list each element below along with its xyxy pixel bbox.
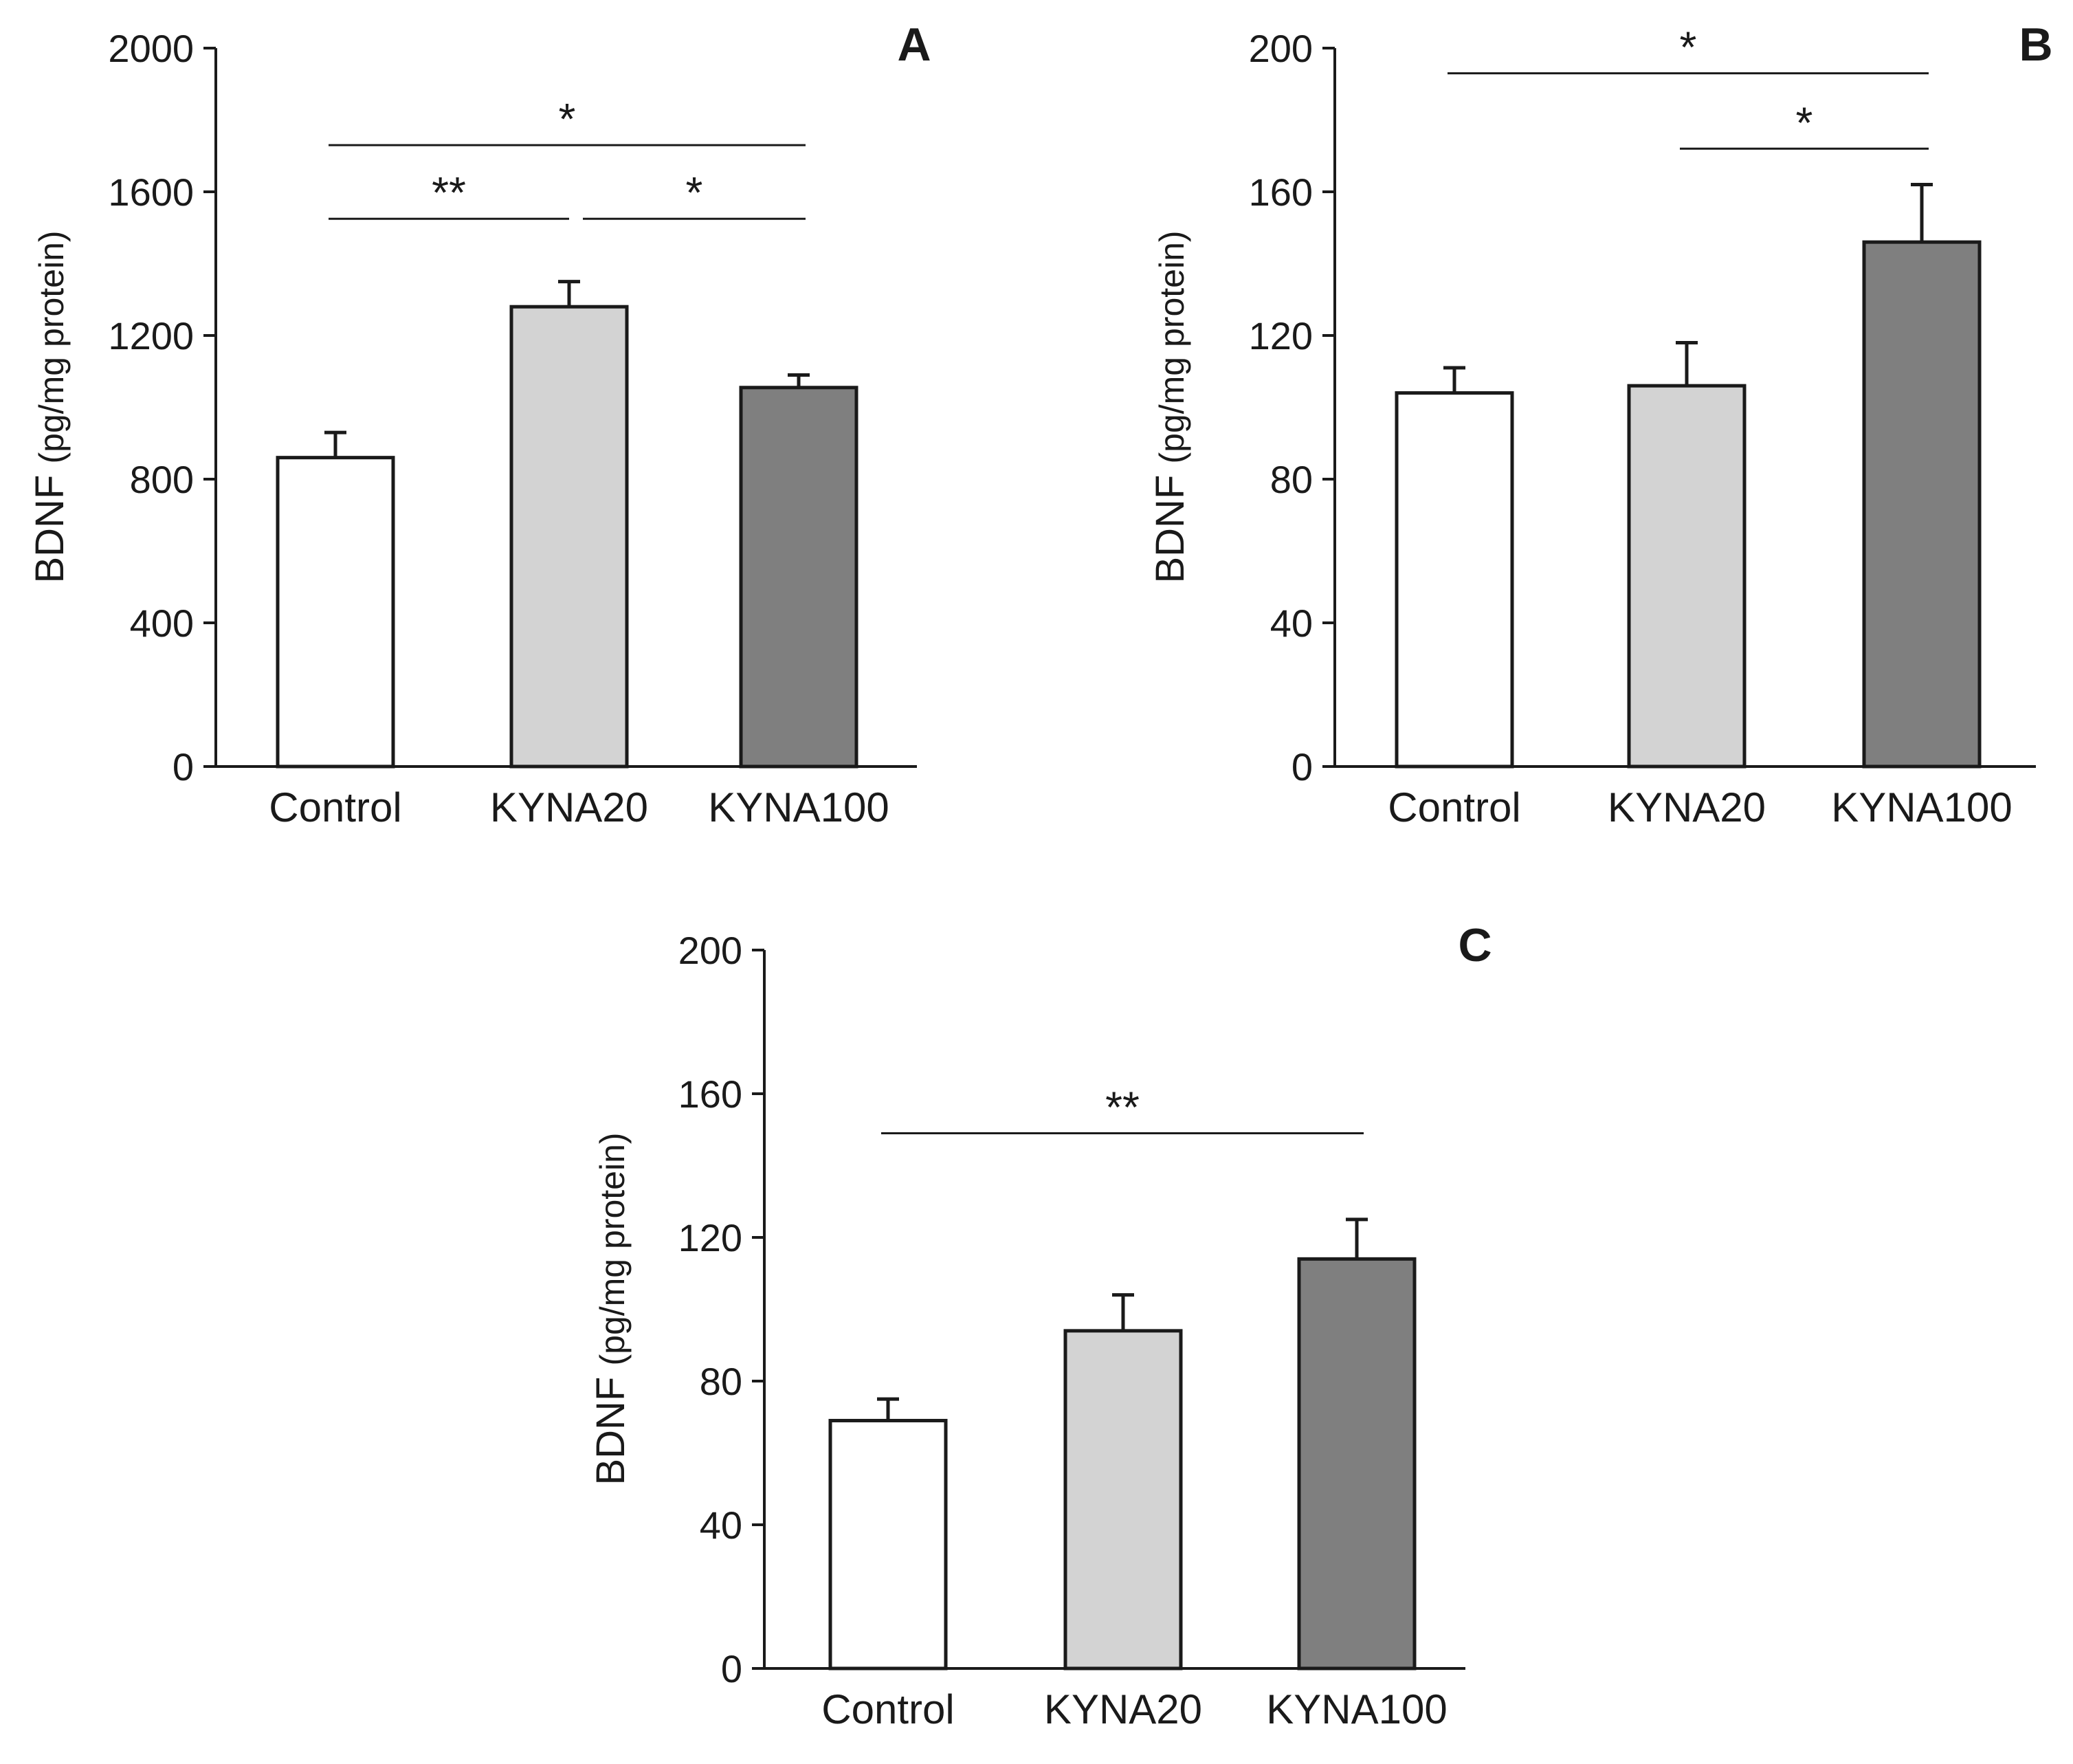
category-label: KYNA20	[1608, 784, 1766, 830]
panel-label-b: B	[2019, 19, 2052, 71]
panel-label-c: C	[1458, 919, 1492, 971]
bar-kyna100	[1862, 240, 1982, 769]
significance-label: **	[432, 168, 466, 217]
y-axis-label-main: BDNF	[588, 1366, 633, 1486]
category-label: KYNA100	[1831, 784, 2013, 830]
y-tick-label: 400	[130, 602, 194, 645]
y-tick-label: 80	[700, 1360, 742, 1403]
y-tick-label: 40	[700, 1503, 742, 1547]
y-axis-label-unit: (pg/mg protein)	[593, 1132, 632, 1365]
y-tick-label: 160	[1249, 170, 1313, 214]
bar-kyna100	[739, 386, 858, 769]
panel-a: A 0 400 800 1200 1600 2000 BDNF (pg/mg protein…	[27, 19, 931, 830]
y-axis-label: BDNF (pg/mg protein)	[1148, 230, 1193, 583]
y-tick-label: 200	[1249, 27, 1313, 70]
category-label: Control	[1388, 784, 1520, 830]
bar-control	[828, 1418, 948, 1671]
y-tick-label: 120	[1249, 314, 1313, 357]
panel-c: C 0 40 80 120 160 200 BDNF (pg/mg protein) Cont…	[588, 919, 1492, 1732]
category-label: Control	[269, 784, 401, 830]
bar-control	[276, 456, 395, 769]
significance-label: *	[559, 94, 576, 144]
category-label: KYNA100	[1266, 1686, 1448, 1732]
y-axis-label: BDNF (pg/mg protein)	[27, 230, 72, 583]
category-label: Control	[821, 1686, 954, 1732]
panel-label-a: A	[897, 19, 931, 71]
y-tick-label: 120	[678, 1216, 742, 1259]
y-axis-label-unit: (pg/mg protein)	[1153, 230, 1191, 463]
y-tick-label: 0	[721, 1647, 742, 1690]
bar-kyna20	[1627, 384, 1747, 769]
y-tick-label: 800	[130, 458, 194, 501]
bar-kyna20	[1063, 1329, 1183, 1671]
significance-label: *	[1680, 23, 1697, 72]
y-axis-label-main: BDNF	[1148, 464, 1193, 584]
category-label: KYNA20	[1044, 1686, 1202, 1732]
y-tick-label: 40	[1270, 602, 1313, 645]
y-tick-label: 200	[678, 929, 742, 972]
y-tick-label: 2000	[108, 27, 194, 70]
y-tick-label: 0	[1292, 745, 1313, 789]
significance-label: *	[686, 168, 703, 217]
bar-control	[1395, 391, 1514, 769]
y-tick-label: 1600	[108, 170, 194, 214]
y-tick-label: 0	[173, 745, 194, 789]
significance-label: *	[1796, 98, 1813, 147]
y-tick-label: 80	[1270, 458, 1313, 501]
y-axis-label-main: BDNF	[27, 464, 72, 584]
bar-kyna100	[1297, 1257, 1417, 1671]
significance-label: **	[1105, 1082, 1140, 1132]
y-tick-label: 160	[678, 1072, 742, 1116]
y-tick-label: 1200	[108, 314, 194, 357]
y-axis-label-unit: (pg/mg protein)	[32, 230, 71, 463]
panel-b: B 0 40 80 120 160 200 BDNF (pg/mg protein) Cont…	[1148, 19, 2053, 830]
category-label: KYNA100	[708, 784, 889, 830]
bar-kyna20	[509, 305, 629, 769]
y-axis-label: BDNF (pg/mg protein)	[588, 1132, 633, 1485]
category-label: KYNA20	[490, 784, 648, 830]
